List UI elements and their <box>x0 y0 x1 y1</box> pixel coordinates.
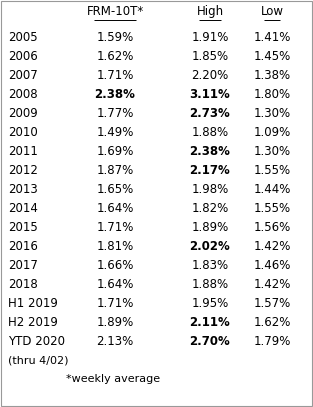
Text: 2.70%: 2.70% <box>190 335 230 348</box>
Text: 1.88%: 1.88% <box>192 278 228 291</box>
Text: 1.38%: 1.38% <box>254 69 290 82</box>
Text: 1.42%: 1.42% <box>253 240 291 253</box>
Text: 1.80%: 1.80% <box>254 88 290 101</box>
Text: 1.62%: 1.62% <box>96 50 134 63</box>
Text: 1.66%: 1.66% <box>96 259 134 272</box>
Text: 1.42%: 1.42% <box>253 278 291 291</box>
Text: H2 2019: H2 2019 <box>8 316 58 329</box>
Text: 2018: 2018 <box>8 278 38 291</box>
Text: 1.55%: 1.55% <box>254 202 290 215</box>
Text: 2.73%: 2.73% <box>190 107 230 120</box>
Text: 1.64%: 1.64% <box>96 278 134 291</box>
Text: 2011: 2011 <box>8 145 38 158</box>
Text: 1.88%: 1.88% <box>192 126 228 139</box>
Text: 1.79%: 1.79% <box>253 335 291 348</box>
Text: 1.56%: 1.56% <box>254 221 291 234</box>
Text: 1.44%: 1.44% <box>253 183 291 196</box>
Text: 2014: 2014 <box>8 202 38 215</box>
Text: 2.17%: 2.17% <box>190 164 230 177</box>
Text: 1.57%: 1.57% <box>254 297 291 310</box>
Text: High: High <box>197 5 223 18</box>
Text: 2.13%: 2.13% <box>96 335 134 348</box>
Text: 1.81%: 1.81% <box>96 240 134 253</box>
Text: Low: Low <box>260 5 284 18</box>
Text: 1.46%: 1.46% <box>253 259 291 272</box>
Text: 1.98%: 1.98% <box>191 183 228 196</box>
Text: 1.77%: 1.77% <box>96 107 134 120</box>
Text: 1.59%: 1.59% <box>96 31 134 44</box>
Text: 2016: 2016 <box>8 240 38 253</box>
Text: 1.91%: 1.91% <box>191 31 229 44</box>
Text: 2.11%: 2.11% <box>190 316 230 329</box>
Text: 2007: 2007 <box>8 69 38 82</box>
Text: 1.83%: 1.83% <box>192 259 228 272</box>
Text: 2.20%: 2.20% <box>191 69 228 82</box>
Text: 1.89%: 1.89% <box>191 221 228 234</box>
Text: 2.38%: 2.38% <box>95 88 136 101</box>
Text: 1.71%: 1.71% <box>96 69 134 82</box>
Text: H1 2019: H1 2019 <box>8 297 58 310</box>
Text: 1.82%: 1.82% <box>191 202 228 215</box>
Text: 1.69%: 1.69% <box>96 145 134 158</box>
Text: 1.71%: 1.71% <box>96 221 134 234</box>
Text: 1.41%: 1.41% <box>253 31 291 44</box>
Text: 1.71%: 1.71% <box>96 297 134 310</box>
Text: 2012: 2012 <box>8 164 38 177</box>
Text: 2008: 2008 <box>8 88 38 101</box>
Text: (thru 4/02): (thru 4/02) <box>8 355 69 365</box>
Text: 1.95%: 1.95% <box>191 297 228 310</box>
Text: 2005: 2005 <box>8 31 38 44</box>
Text: 2013: 2013 <box>8 183 38 196</box>
Text: 1.55%: 1.55% <box>254 164 290 177</box>
Text: 2.38%: 2.38% <box>190 145 230 158</box>
Text: 1.30%: 1.30% <box>254 107 290 120</box>
Text: 2009: 2009 <box>8 107 38 120</box>
Text: 1.30%: 1.30% <box>254 145 290 158</box>
Text: *weekly average: *weekly average <box>66 374 160 385</box>
Text: 2.02%: 2.02% <box>190 240 230 253</box>
Text: FRM-10T*: FRM-10T* <box>86 5 144 18</box>
Text: 1.09%: 1.09% <box>254 126 291 139</box>
Text: 1.45%: 1.45% <box>254 50 291 63</box>
Text: 1.62%: 1.62% <box>253 316 291 329</box>
Text: 3.11%: 3.11% <box>190 88 230 101</box>
Text: 2017: 2017 <box>8 259 38 272</box>
Text: 1.65%: 1.65% <box>96 183 134 196</box>
Text: 2006: 2006 <box>8 50 38 63</box>
Text: 1.89%: 1.89% <box>96 316 134 329</box>
Text: 2010: 2010 <box>8 126 38 139</box>
Text: 1.87%: 1.87% <box>96 164 134 177</box>
Text: 2015: 2015 <box>8 221 38 234</box>
Text: 1.49%: 1.49% <box>96 126 134 139</box>
Text: 1.64%: 1.64% <box>96 202 134 215</box>
Text: YTD 2020: YTD 2020 <box>8 335 65 348</box>
Text: 1.85%: 1.85% <box>192 50 228 63</box>
